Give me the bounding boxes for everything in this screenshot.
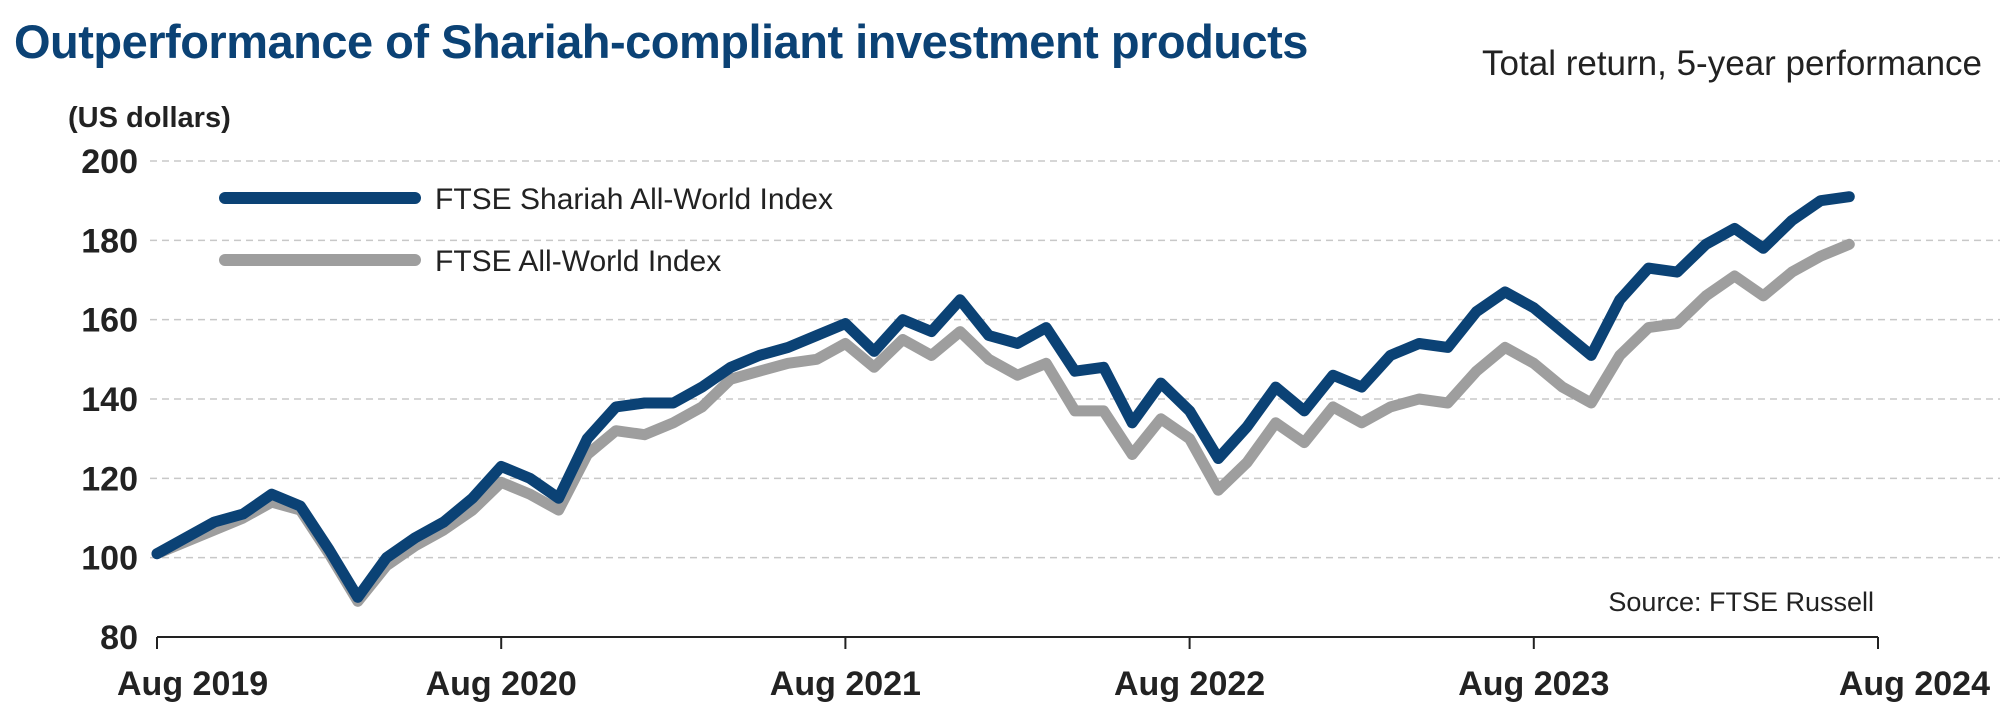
x-tick-label: Aug 2024	[1839, 665, 1990, 703]
y-tick-label: 120	[81, 460, 138, 498]
x-axis: Aug 2019 Aug 2020 Aug 2021 Aug 2022 Aug 2023…	[117, 636, 1990, 703]
legend: FTSE Shariah All-World Index FTSE All-Wor…	[219, 183, 833, 278]
y-tick-label: 180	[81, 222, 138, 260]
gridlines	[150, 160, 2000, 559]
chart-subtitle: Total return, 5-year performance	[1482, 44, 1982, 83]
legend-label: FTSE Shariah All-World Index	[435, 183, 833, 216]
legend-label: FTSE All-World Index	[435, 245, 721, 278]
chart-title: Outperformance of Shariah-compliant inve…	[14, 15, 1308, 68]
series-lines	[151, 191, 1855, 607]
series-line-0	[151, 191, 1855, 603]
y-axis-label: (US dollars)	[68, 102, 231, 134]
y-tick-label: 140	[81, 381, 138, 419]
y-axis-ticks: 80 100 120 140 160 180 200	[81, 143, 138, 657]
y-tick-label: 160	[81, 302, 138, 340]
x-tick-label: Aug 2023	[1458, 665, 1609, 703]
y-tick-label: 200	[81, 143, 138, 181]
x-tick-label: Aug 2020	[426, 665, 577, 703]
y-tick-label: 80	[100, 619, 138, 657]
source-note: Source: FTSE Russell	[1608, 587, 1874, 617]
series-line-1	[151, 238, 1855, 607]
x-tick-label: Aug 2021	[770, 665, 921, 703]
y-tick-label: 100	[81, 540, 138, 578]
x-tick-label: Aug 2022	[1114, 665, 1265, 703]
x-tick-label: Aug 2019	[117, 665, 268, 703]
